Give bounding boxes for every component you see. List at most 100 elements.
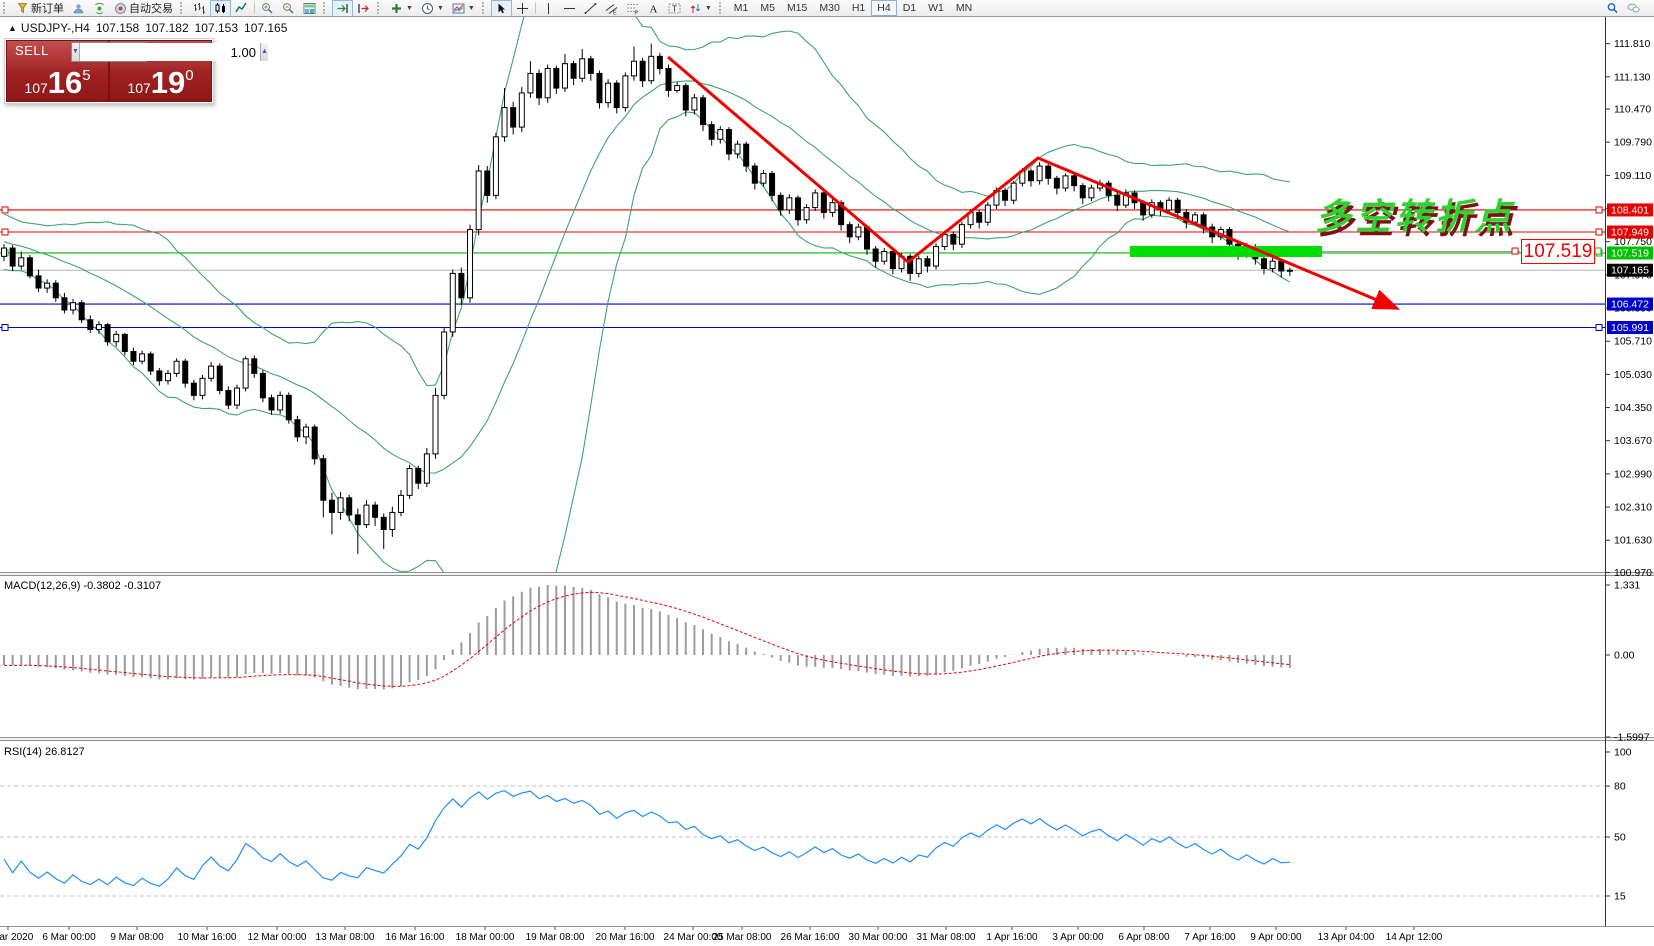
candle-body xyxy=(518,92,525,128)
candle-body xyxy=(104,324,111,343)
crosshair-tool-button[interactable] xyxy=(512,0,533,17)
chart-shift-button[interactable] xyxy=(353,0,374,17)
toolbar-grip xyxy=(323,2,329,14)
price-tick-label: 109.790 xyxy=(1614,137,1652,149)
line-handle[interactable] xyxy=(1595,324,1603,332)
ohlc-high: 107.182 xyxy=(145,21,189,35)
vertical-line-tool-button[interactable] xyxy=(538,0,559,17)
pane-divider[interactable] xyxy=(0,737,1654,741)
candle-body xyxy=(717,129,724,140)
timeframe-m15-button[interactable]: M15 xyxy=(786,2,808,14)
candle-body xyxy=(78,302,85,321)
candle-body xyxy=(777,194,784,211)
candle-body xyxy=(1260,258,1267,270)
label-icon: T xyxy=(668,3,681,13)
svg-text:A: A xyxy=(649,3,657,15)
timeframe-m1-button[interactable]: M1 xyxy=(733,2,749,14)
candle-body xyxy=(1140,202,1147,216)
trend-arrow[interactable] xyxy=(667,55,1401,310)
text-label-tool-button[interactable]: T xyxy=(664,0,685,17)
line-handle[interactable] xyxy=(1595,206,1603,214)
candle-body xyxy=(605,82,612,104)
chevron-down-icon: ▼ xyxy=(704,4,712,12)
periods-button[interactable]: ▼ xyxy=(417,0,448,17)
candle-body xyxy=(406,468,413,496)
addind-icon xyxy=(392,3,401,13)
candle-body xyxy=(61,297,68,311)
turning-point-annotation[interactable]: 多空转折点 xyxy=(1315,196,1516,237)
candle-body xyxy=(579,58,586,79)
price-tick-label: 100.970 xyxy=(1614,567,1652,579)
pane-divider[interactable] xyxy=(0,572,1654,576)
toolbar-separator xyxy=(254,2,255,14)
signals-button[interactable] xyxy=(89,0,110,17)
candle-body xyxy=(294,419,301,438)
line-handle[interactable] xyxy=(1,206,9,214)
candle-body xyxy=(182,360,189,384)
candle-body xyxy=(1062,175,1069,189)
callout-handle[interactable] xyxy=(1511,247,1519,255)
cursor-tool-button[interactable] xyxy=(490,0,512,17)
candle-body xyxy=(173,360,180,374)
timeframe-mn-button[interactable]: MN xyxy=(955,2,973,14)
candle-body xyxy=(1286,269,1293,272)
tile-windows-button[interactable] xyxy=(299,0,320,17)
text-tool-button[interactable]: A xyxy=(643,0,664,17)
candle-body xyxy=(1,247,7,257)
line-handle[interactable] xyxy=(1595,228,1603,236)
candle-body xyxy=(1079,185,1086,199)
support-zone-bar[interactable] xyxy=(1130,246,1322,257)
candle-body xyxy=(846,224,853,238)
timeframe-h4-button[interactable]: H4 xyxy=(871,0,897,16)
fibonacci-tool-button[interactable]: F xyxy=(622,0,643,17)
ohlc-low: 107.153 xyxy=(194,21,239,35)
trendline-tool-button[interactable] xyxy=(580,0,601,17)
volume-input[interactable] xyxy=(79,43,260,61)
zoom-out-button[interactable] xyxy=(278,0,299,17)
line-handle[interactable] xyxy=(1,228,9,236)
line-chart-button[interactable] xyxy=(231,0,252,17)
bollinger-bands xyxy=(3,17,1291,572)
time-tick-label: 16 Mar 16:00 xyxy=(386,932,445,943)
bar-chart-button[interactable] xyxy=(189,0,210,17)
zoomin-icon xyxy=(262,2,273,14)
candle-body xyxy=(164,372,171,382)
search-button[interactable] xyxy=(1602,0,1623,17)
volume-decrease-button[interactable]: ▼ xyxy=(72,43,80,61)
candle-body xyxy=(492,136,499,196)
insert-indicator-button[interactable]: ▼ xyxy=(386,0,417,17)
chat-button[interactable] xyxy=(1623,0,1644,17)
candle-body xyxy=(303,426,310,438)
timeframe-w1-button[interactable]: W1 xyxy=(928,2,944,14)
macd-tick-label: 0.00 xyxy=(1614,650,1635,662)
candle-body xyxy=(259,372,266,399)
candle-body xyxy=(596,72,603,104)
candle-body xyxy=(915,258,922,274)
arrows-tool-button[interactable]: ▼ xyxy=(685,0,716,17)
equidistant-channel-tool-button[interactable]: E xyxy=(601,0,622,17)
timeframe-m5-button[interactable]: M5 xyxy=(760,2,775,14)
auto-trading-button[interactable]: 自动交易 xyxy=(110,0,177,17)
templates-button[interactable]: ▼ xyxy=(448,0,479,17)
zoom-in-button[interactable] xyxy=(257,0,278,17)
candle-body xyxy=(941,233,948,248)
new-order-button[interactable]: 新订单 xyxy=(12,0,68,17)
price-badge xyxy=(1607,263,1653,277)
candle-body xyxy=(1036,165,1043,182)
volume-increase-button[interactable]: ▲ xyxy=(259,43,268,61)
candle-body xyxy=(354,514,361,526)
market-watch-button[interactable] xyxy=(68,0,89,17)
line-handle[interactable] xyxy=(1,324,9,332)
candle-body xyxy=(855,226,862,238)
callout-handle[interactable] xyxy=(1594,247,1602,255)
price-tick-label: 110.470 xyxy=(1614,104,1651,116)
time-tick-label: 6 Apr 08:00 xyxy=(1118,932,1170,943)
candle-body xyxy=(389,511,396,531)
support-price-callout[interactable]: 107.519 xyxy=(1521,239,1595,264)
timeframe-d1-button[interactable]: D1 xyxy=(902,2,917,14)
candle-body xyxy=(26,257,33,277)
timeframe-m30-button[interactable]: M30 xyxy=(819,2,840,14)
horizontal-line-tool-button[interactable] xyxy=(559,0,580,17)
timeframe-h1-button[interactable]: H1 xyxy=(851,2,866,14)
arrowtool-icon xyxy=(690,3,700,13)
